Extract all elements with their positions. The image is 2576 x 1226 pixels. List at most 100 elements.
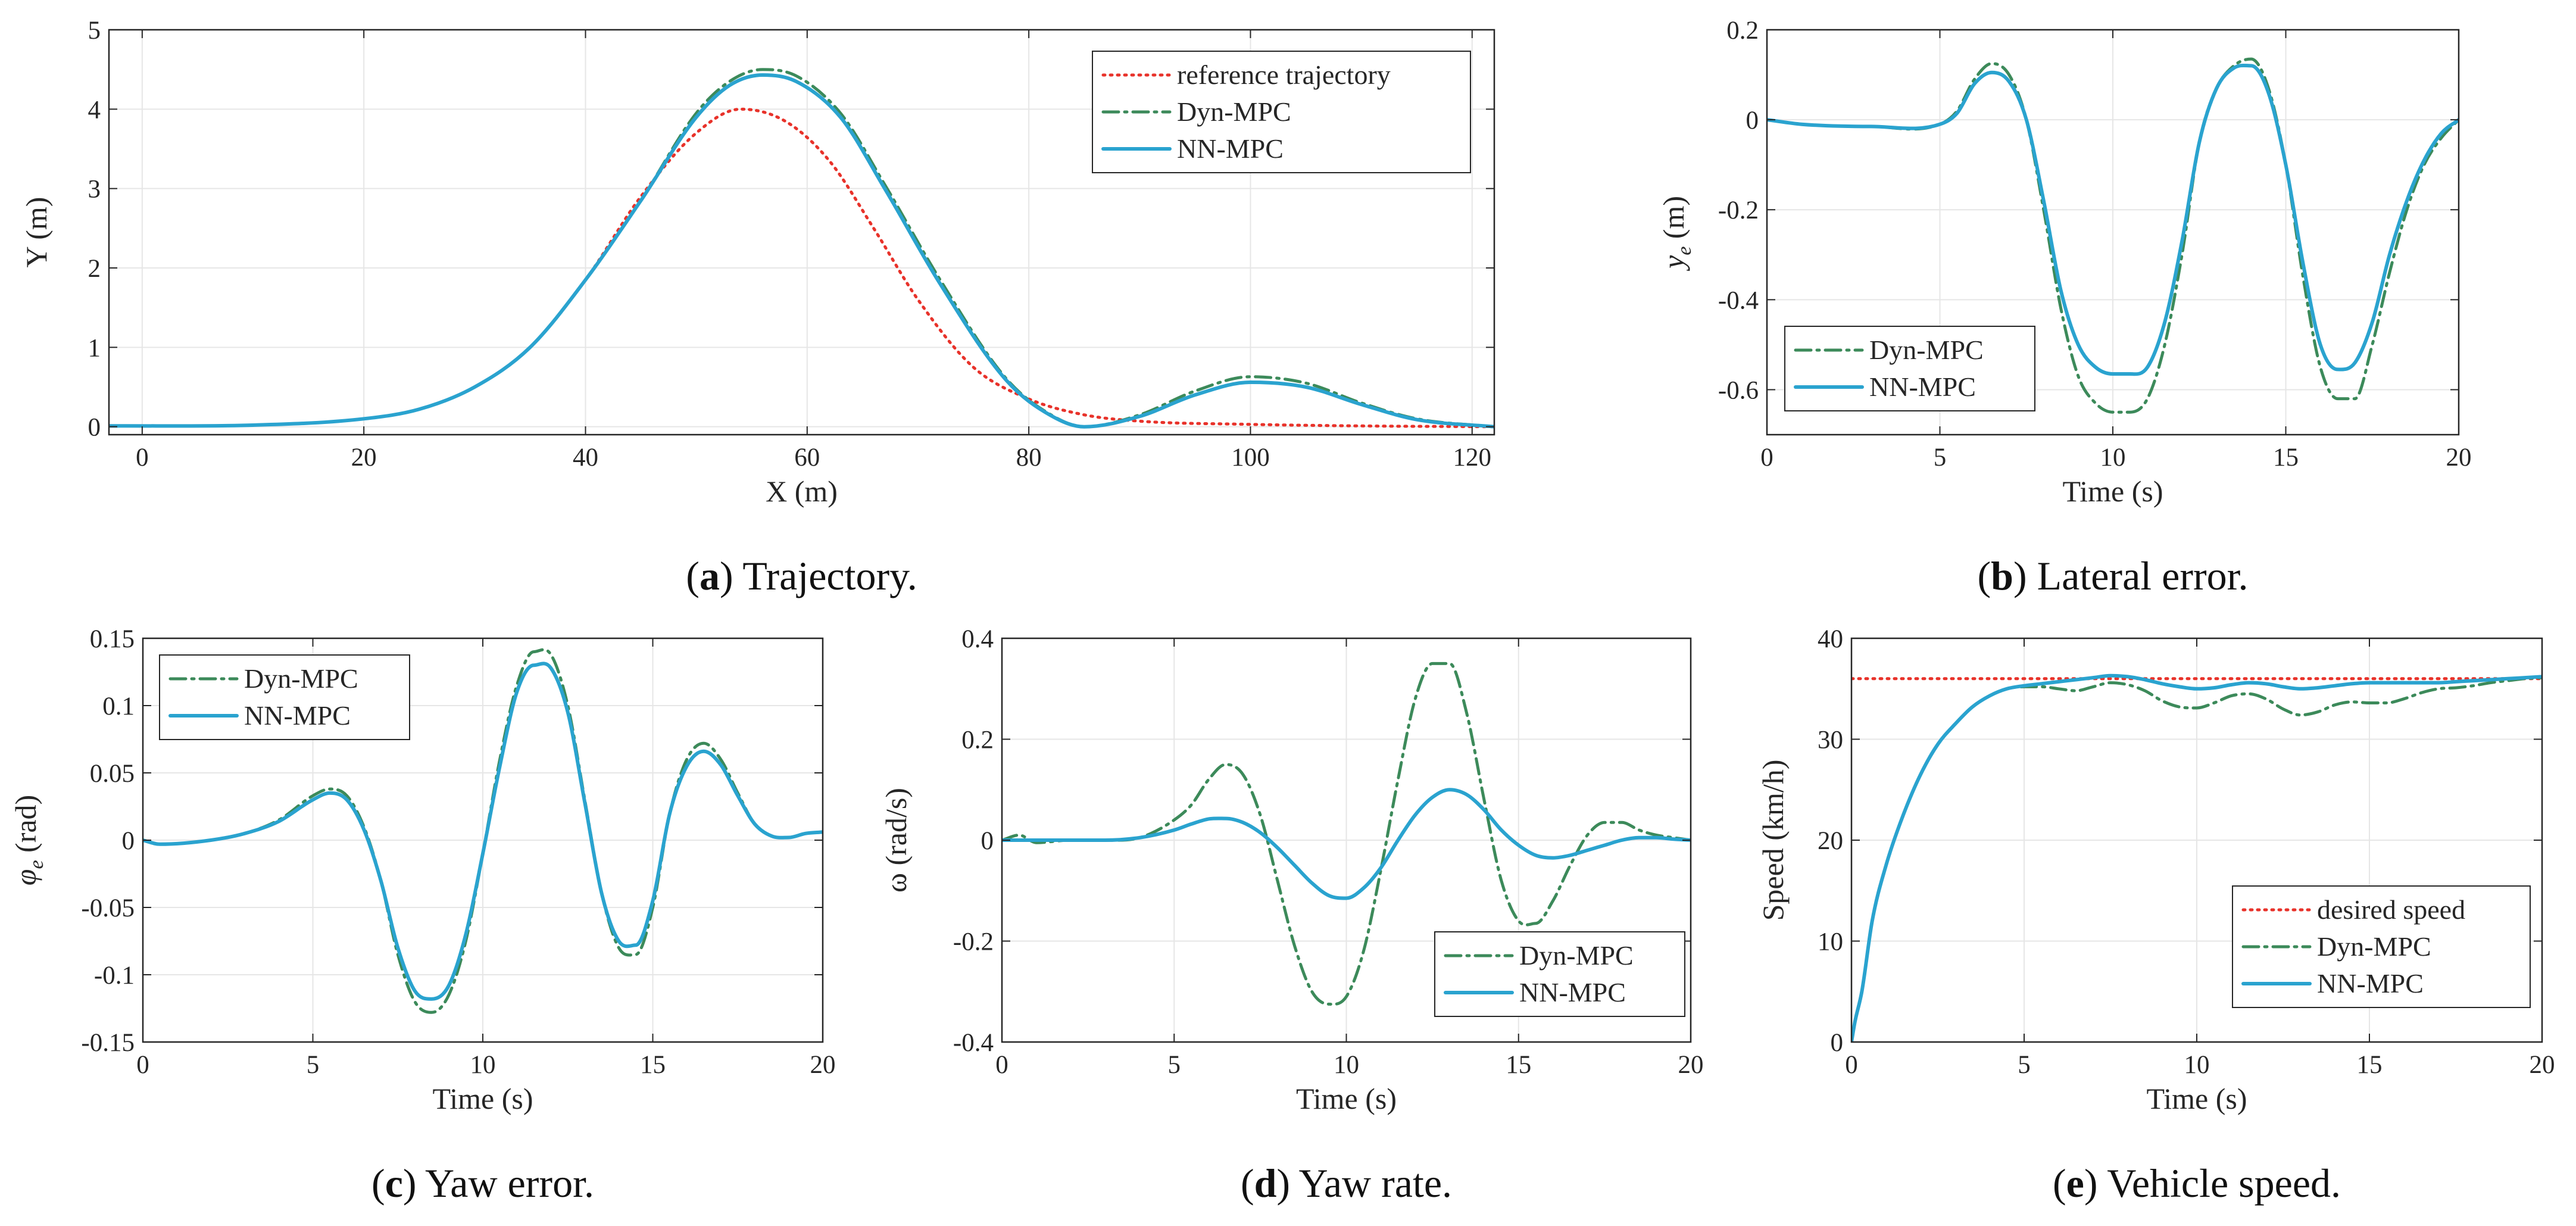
y-tick-label: 0 — [1831, 1029, 1844, 1057]
y-axis-label: ye (m) — [1657, 196, 1696, 272]
caption-paren-close: ) — [1276, 1161, 1290, 1206]
y-tick-label: 0 — [981, 827, 994, 855]
caption-letter: a — [700, 553, 720, 598]
x-tick-label: 15 — [640, 1051, 666, 1079]
x-tick-label: 20 — [2530, 1051, 2555, 1079]
y-tick-label: -0.2 — [1718, 196, 1759, 224]
x-tick-label: 10 — [2100, 444, 2126, 472]
caption-text: Yaw error. — [417, 1161, 594, 1206]
y-tick-label: 0 — [88, 414, 101, 442]
y-axis-label: φe (rad) — [9, 795, 48, 885]
y-tick-label: 1 — [88, 334, 101, 362]
y-tick-label: -0.2 — [953, 928, 994, 956]
legend: Dyn-MPC NN-MPC — [1434, 931, 1685, 1017]
y-tick-label: -0.4 — [953, 1029, 994, 1057]
caption-paren-open: ( — [1241, 1161, 1254, 1206]
y-axis-label: Speed (km/h) — [1756, 760, 1790, 921]
legend-entry: NN-MPC — [1177, 133, 1284, 164]
y-tick-label: -0.15 — [81, 1029, 135, 1057]
x-tick-label: 10 — [2184, 1051, 2210, 1079]
y-tick-label: 20 — [1818, 827, 1843, 855]
legend-entry: NN-MPC — [1519, 977, 1626, 1007]
legend-entry: Dyn-MPC — [2317, 931, 2431, 962]
x-axis-label: Time (s) — [2146, 1082, 2247, 1115]
legend-box — [1784, 326, 2035, 411]
x-tick-label: 120 — [1453, 444, 1492, 472]
x-tick-label: 5 — [2018, 1051, 2031, 1079]
series-line-reference-trajectory — [109, 107, 1494, 429]
chart-caption: (a) Trajectory. — [686, 553, 917, 598]
y-tick-label: -0.4 — [1718, 286, 1759, 314]
caption-letter: d — [1254, 1161, 1277, 1206]
y-tick-label: 10 — [1818, 928, 1843, 956]
series-line-nn-mpc — [109, 73, 1494, 429]
y-tick-label: 4 — [88, 96, 101, 124]
legend-entry: NN-MPC — [1869, 372, 1976, 402]
series-line-nn-mpc — [1002, 788, 1691, 900]
y-axis-label-subscript: e — [26, 860, 48, 869]
y-axis-label: Y (m) — [20, 197, 53, 268]
y-axis-label-symbol: φ — [9, 869, 42, 886]
x-tick-label: 60 — [794, 444, 820, 472]
legend: reference trajectory Dyn-MPC NN-MPC — [1092, 51, 1471, 173]
caption-paren-open: ( — [371, 1161, 385, 1206]
y-axis-label-symbol: y — [1657, 255, 1690, 272]
caption-letter: c — [385, 1161, 403, 1206]
y-tick-label: -0.05 — [81, 894, 135, 922]
x-tick-label: 100 — [1231, 444, 1270, 472]
x-axis-label: Time (s) — [1296, 1082, 1397, 1115]
y-tick-label: 0.05 — [90, 760, 135, 788]
legend-entry: Dyn-MPC — [244, 663, 358, 694]
axes-box — [108, 29, 1495, 436]
series-line-dyn-mpc — [1767, 57, 2459, 414]
x-tick-label: 0 — [136, 444, 149, 472]
y-axis-label: ω (rad/s) — [879, 788, 913, 893]
x-tick-label: 15 — [2273, 444, 2299, 472]
caption-paren-open: ( — [2053, 1161, 2066, 1206]
legend-entry: NN-MPC — [2317, 968, 2424, 999]
x-axis-label: Time (s) — [432, 1082, 533, 1115]
legend-entry: NN-MPC — [244, 700, 351, 731]
legend-entry: Dyn-MPC — [1177, 96, 1291, 127]
y-tick-label: 3 — [88, 176, 101, 204]
y-axis-label-unit: (rad) — [9, 795, 42, 860]
y-tick-label: 0.2 — [1726, 17, 1759, 45]
legend: Dyn-MPC NN-MPC — [159, 654, 410, 740]
caption-paren-close: ) — [720, 553, 733, 598]
x-tick-label: 10 — [1334, 1051, 1359, 1079]
chart-b: 0 5 10 15 20 0.2 0 -0.2 -0.4 -0.6 Time (s) ye (m) Dy… — [1657, 17, 2472, 598]
x-tick-label: 10 — [470, 1051, 496, 1079]
y-tick-label: 5 — [88, 17, 101, 45]
legend-entry: desired speed — [2317, 894, 2465, 925]
y-tick-label: 2 — [88, 255, 101, 283]
x-axis-label: Time (s) — [2062, 475, 2163, 508]
y-tick-label: 0 — [122, 827, 135, 855]
legend-entry: reference trajectory — [1177, 60, 1391, 90]
y-tick-label: 30 — [1818, 726, 1843, 754]
chart-c: 0 5 10 15 20 0.15 0.1 0.05 0 -0.05 -0.1 -0.15 Time (… — [9, 625, 836, 1206]
caption-paren-open: ( — [1977, 553, 1991, 598]
x-tick-label: 40 — [573, 444, 598, 472]
legend: desired speed Dyn-MPC NN-MPC — [2232, 885, 2531, 1008]
series-line-nn-mpc — [143, 662, 823, 1001]
y-tick-label: -0.6 — [1718, 376, 1759, 404]
x-tick-label: 5 — [307, 1051, 320, 1079]
series-line-nn-mpc — [1851, 673, 2542, 1042]
caption-letter: b — [1991, 553, 2013, 598]
x-tick-label: 15 — [2357, 1051, 2383, 1079]
y-tick-label: 0 — [1746, 107, 1759, 135]
caption-paren-open: ( — [686, 553, 700, 598]
y-tick-label: 0.2 — [961, 726, 994, 754]
x-tick-label: 15 — [1506, 1051, 1531, 1079]
series-line-dyn-mpc — [143, 648, 823, 1014]
chart-caption: (c) Yaw error. — [371, 1161, 594, 1206]
x-tick-label: 0 — [1760, 444, 1773, 472]
x-tick-label: 0 — [1845, 1051, 1858, 1079]
y-tick-label: 0.1 — [102, 692, 135, 720]
x-tick-label: 5 — [1168, 1051, 1181, 1079]
x-tick-label: 20 — [2446, 444, 2472, 472]
caption-text: Trajectory. — [733, 553, 917, 598]
x-tick-label: 0 — [995, 1051, 1008, 1079]
caption-text: Vehicle speed. — [2098, 1161, 2341, 1206]
